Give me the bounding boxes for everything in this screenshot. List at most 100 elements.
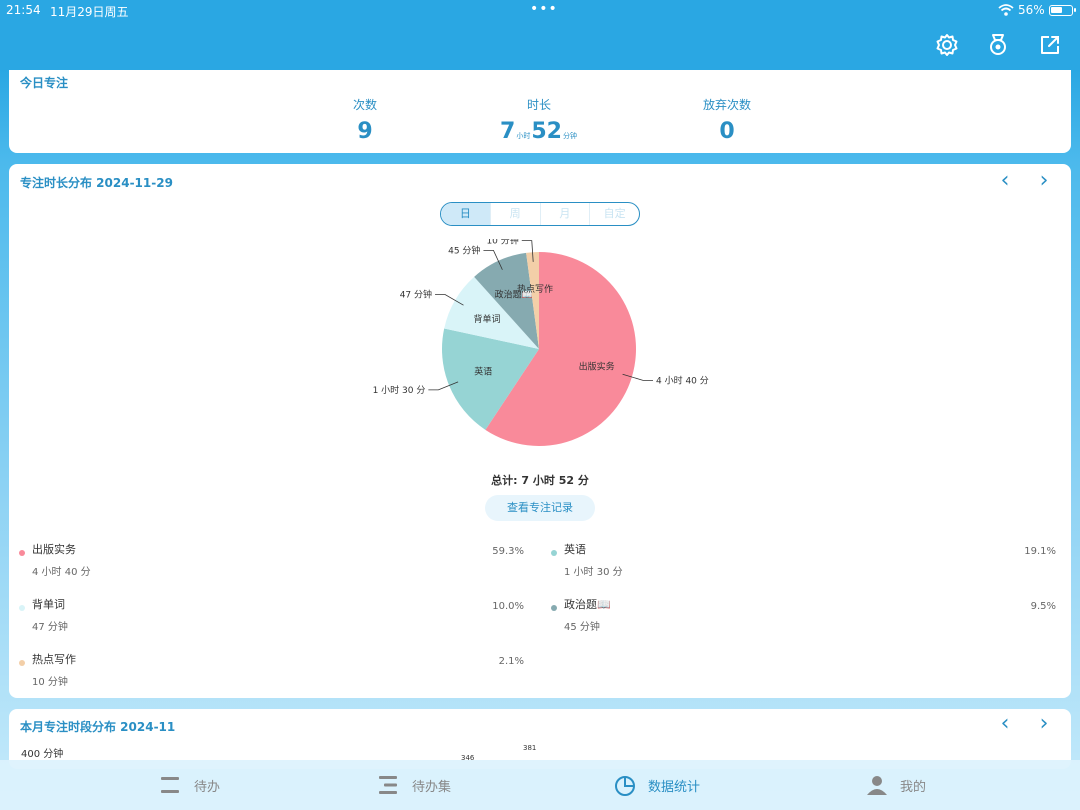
pie-category-label: 英语 (474, 366, 492, 378)
pie-slice[interactable] (474, 252, 539, 349)
tab-month[interactable]: 月 (541, 203, 591, 225)
bar-value-label: 346 (461, 754, 475, 762)
legend-name: 背单词 (32, 598, 65, 611)
user-icon (867, 776, 887, 795)
legend-percent: 9.5% (1030, 601, 1056, 612)
legend-color-dot (19, 550, 25, 556)
pie-leader-line (435, 294, 464, 306)
tab-todo-set-label: 待办集 (412, 779, 452, 795)
duration-minutes: 52 (531, 119, 562, 144)
month-distribution-card: 本月专注时段分布 2024-11 ‹ › 400 分钟 346 381 (9, 709, 1071, 769)
today-focus-card: 今日专注 次数 9 时长 7小时52分钟 放弃次数 0 (9, 70, 1071, 153)
tab-me[interactable]: 我的 (866, 772, 926, 798)
stats-pie-icon (615, 776, 635, 796)
bottom-tab-bar: 待办 待办集 数据统计 我的 (0, 760, 1080, 810)
legend-color-dot (551, 605, 557, 611)
share-icon[interactable] (1037, 32, 1063, 58)
tab-todo[interactable]: 待办 (160, 772, 220, 798)
focus-distribution-card: 专注时长分布 2024-11-29 ‹ › 日 周 月 自定 出版实务 4 小时 … (9, 164, 1071, 698)
legend-item[interactable]: 政治题📖 45 分钟 9.5% (551, 596, 1056, 636)
battery-percent: 56% (1018, 3, 1045, 17)
view-records-button[interactable]: 查看专注记录 (485, 495, 595, 521)
gear-icon[interactable] (934, 32, 960, 58)
tab-stats[interactable]: 数据统计 (614, 772, 700, 798)
distribution-title: 专注时长分布 2024-11-29 (20, 176, 173, 190)
legend-name: 政治题📖 (564, 598, 611, 611)
prev-day-button[interactable]: ‹ (1000, 168, 1010, 193)
hours-unit: 小时 (516, 132, 531, 140)
pie-slice[interactable] (444, 276, 539, 349)
pie-slice[interactable] (442, 328, 539, 430)
legend-duration: 1 小时 30 分 (564, 567, 623, 578)
abandon-stat: 放弃次数 0 (637, 96, 817, 144)
pie-category-label: 出版实务 (579, 360, 615, 372)
badge-icon[interactable] (985, 32, 1011, 58)
legend-color-dot (19, 660, 25, 666)
focus-pie-chart: 出版实务 4 小时 40 分 英语 1 小时 30 分 背单词 47 分钟 政治题📖 45 分… (373, 239, 709, 446)
legend-color-dot (551, 550, 557, 556)
duration-hours: 7 (500, 119, 516, 144)
pie-category-label: 政治题📖 (495, 288, 533, 300)
legend-percent: 10.0% (492, 601, 524, 612)
next-month-button[interactable]: › (1039, 711, 1049, 736)
legend-item[interactable]: 出版实务 4 小时 40 分 59.3% (19, 541, 524, 581)
battery-icon (1049, 5, 1076, 16)
legend-name: 英语 (564, 543, 586, 556)
prev-month-button[interactable]: ‹ (1000, 711, 1010, 736)
tab-stats-label: 数据统计 (648, 779, 701, 795)
tab-day[interactable]: 日 (441, 203, 491, 225)
legend-item[interactable]: 背单词 47 分钟 10.0% (19, 596, 524, 636)
pie-value-label: 47 分钟 (400, 288, 432, 300)
legend-duration: 4 小时 40 分 (32, 567, 91, 578)
wifi-icon (998, 4, 1014, 16)
status-bar: 21:54 11月29日周五 ••• 56% (0, 0, 1080, 22)
legend-duration: 45 分钟 (564, 622, 600, 633)
status-date: 11月29日周五 (50, 5, 129, 19)
todo-icon (161, 777, 179, 793)
tab-me-label: 我的 (900, 779, 927, 795)
pie-leader-line (428, 381, 459, 391)
legend-item[interactable]: 英语 1 小时 30 分 19.1% (551, 541, 1056, 581)
pie-value-label: 4 小时 40 分 (656, 374, 709, 386)
legend-item[interactable]: 热点写作 10 分钟 2.1% (19, 651, 524, 691)
legend-percent: 2.1% (498, 656, 524, 667)
tab-custom[interactable]: 自定 (603, 207, 626, 220)
pie-leader-line (622, 373, 654, 381)
minutes-unit: 分钟 (562, 132, 577, 140)
pie-slice[interactable] (485, 252, 636, 446)
pie-value-label: 10 分钟 (486, 239, 518, 247)
abandon-label: 放弃次数 (702, 98, 751, 112)
multitask-dots[interactable]: ••• (530, 1, 558, 17)
legend-duration: 10 分钟 (32, 677, 68, 688)
legend-duration: 47 分钟 (32, 622, 68, 633)
pie-leader-line (521, 240, 534, 262)
legend-color-dot (19, 605, 25, 611)
count-value: 9 (357, 119, 373, 144)
legend-percent: 59.3% (492, 546, 524, 557)
abandon-value: 0 (719, 119, 735, 144)
duration-value: 7小时52分钟 (449, 119, 629, 144)
count-stat: 次数 9 (275, 96, 455, 144)
pie-leader-line (483, 249, 503, 270)
total-duration: 总计: 7 小时 52 分 (491, 474, 589, 487)
pie-slice[interactable] (526, 252, 539, 349)
duration-label: 时长 (526, 98, 551, 112)
todo-set-icon (379, 776, 397, 794)
duration-stat: 时长 7小时52分钟 (449, 96, 629, 144)
count-label: 次数 (352, 98, 377, 112)
legend-name: 热点写作 (32, 653, 76, 666)
period-segmented-control: 日 周 月 自定 (440, 202, 640, 226)
pie-value-label: 1 小时 30 分 (373, 384, 426, 396)
tab-todo-set[interactable]: 待办集 (378, 772, 451, 798)
bar-value-label: 381 (523, 744, 537, 752)
tab-todo-label: 待办 (194, 779, 221, 795)
pie-category-label: 背单词 (473, 313, 500, 325)
y-axis-max-label: 400 分钟 (21, 749, 64, 760)
pie-category-label: 热点写作 (517, 283, 553, 295)
next-day-button[interactable]: › (1039, 168, 1049, 193)
month-title: 本月专注时段分布 2024-11 (20, 720, 176, 734)
tab-week[interactable]: 周 (491, 203, 541, 225)
legend-percent: 19.1% (1024, 546, 1056, 557)
legend-name: 出版实务 (32, 543, 76, 556)
today-focus-title: 今日专注 (20, 76, 69, 90)
